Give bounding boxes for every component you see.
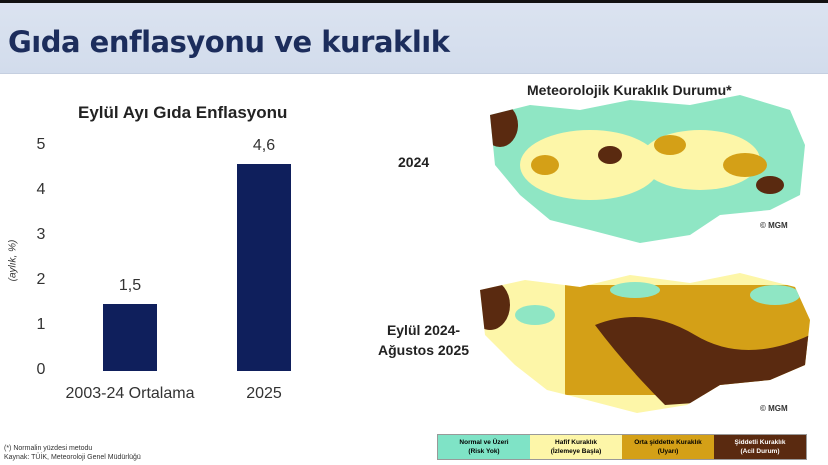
chart-title: Eylül Ayı Gıda Enflasyonu: [78, 103, 288, 122]
map2-label: Eylül 2024- Ağustos 2025: [378, 320, 469, 360]
data-label: 4,6: [252, 137, 276, 154]
legend-item-normal: Normal ve Üzeri (Risk Yok): [438, 435, 530, 459]
drought-map-2025: © MGM: [480, 273, 810, 413]
map2-label-line1: Eylül 2024-: [386, 322, 461, 338]
drought-map-2024: © MGM: [490, 95, 805, 243]
y-tick-label: 0: [36, 361, 46, 378]
map2-label-line2: Ağustos 2025: [378, 342, 470, 358]
top-bar: [0, 0, 828, 3]
x-tick-label: 2003-24 Ortalama: [65, 385, 195, 402]
map-legend: Normal ve Üzeri (Risk Yok) Hafif Kuraklık…: [437, 434, 807, 460]
map1-label: 2024: [398, 154, 430, 170]
y-tick-label: 3: [36, 226, 46, 243]
footnote: (*) Normalin yüzdesi metodu: [4, 445, 93, 452]
map2-credit: © MGM: [760, 404, 788, 413]
data-label: 1,5: [118, 276, 142, 294]
header: Gıda enflasyonu ve kuraklık: [0, 3, 828, 74]
page-title: Gıda enflasyonu ve kuraklık: [8, 25, 450, 59]
y-axis-label: (aylık, %): [7, 239, 19, 282]
x-tick-label: 2025: [246, 385, 282, 402]
bar: [103, 303, 157, 371]
map-title: Meteorolojik Kuraklık Durumu*: [527, 82, 732, 98]
y-tick-label: 1: [36, 316, 46, 333]
map1-credit: © MGM: [760, 221, 788, 230]
y-tick-label: 5: [36, 136, 46, 153]
legend-item-mild: Hafif Kuraklık (İzlemeye Başla): [530, 435, 622, 459]
bar: [237, 164, 291, 371]
source-note: Kaynak: TÜİK, Meteoroloji Genel Müdürlüğ…: [4, 454, 141, 461]
y-tick-label: 4: [36, 181, 46, 198]
y-tick-label: 2: [36, 271, 46, 288]
legend-item-moderate: Orta şiddette Kuraklık (Uyarı): [622, 435, 714, 459]
legend-item-severe: Şiddetli Kuraklık (Acil Durum): [714, 435, 806, 459]
